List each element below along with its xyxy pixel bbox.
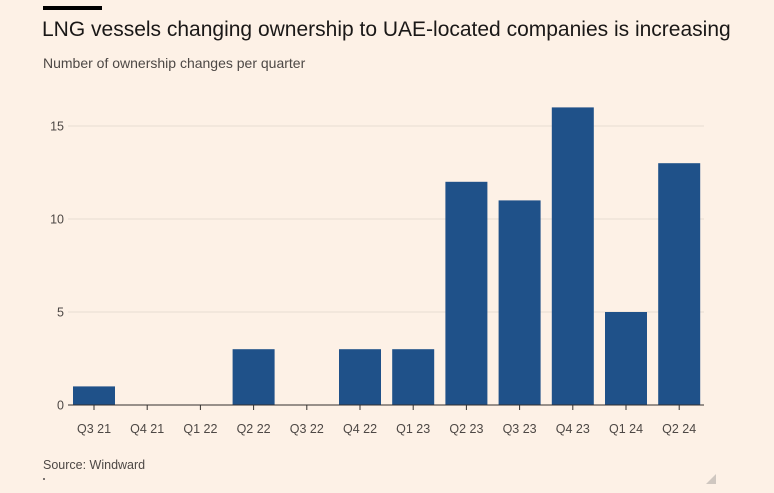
x-tick-label: Q1 22: [183, 422, 217, 436]
bar-q3-21: [73, 386, 115, 405]
x-tick-label: Q2 24: [662, 422, 696, 436]
chart-title: LNG vessels changing ownership to UAE-lo…: [42, 18, 731, 41]
x-tick-label: Q2 22: [237, 422, 271, 436]
bar-q2-22: [232, 349, 275, 405]
y-tick-label: 10: [50, 213, 64, 227]
x-tick-label: Q4 23: [556, 422, 590, 436]
source-note: Source: Windward: [43, 458, 146, 472]
bar-q2-23: [445, 181, 488, 405]
x-tick-label: Q3 22: [290, 422, 324, 436]
x-tick-label: Q4 21: [130, 422, 164, 436]
x-tick-label: Q3 21: [77, 422, 111, 436]
bar-q2-24: [658, 163, 701, 405]
bar-q1-23: [392, 349, 435, 405]
x-tick-label: Q4 22: [343, 422, 377, 436]
x-tick-label: Q1 23: [396, 422, 430, 436]
x-tick-label: Q1 24: [609, 422, 643, 436]
y-tick-label: 5: [57, 306, 64, 320]
source-marker: [43, 478, 45, 480]
bar-q4-22: [339, 349, 381, 405]
x-tick-label: Q2 23: [449, 422, 483, 436]
x-tick-label: Q3 23: [503, 422, 537, 436]
title-rule: [43, 6, 102, 10]
y-tick-label: 15: [50, 120, 64, 134]
bar-q1-24: [605, 312, 647, 405]
chart-subtitle: Number of ownership changes per quarter: [43, 55, 306, 71]
bar-q4-23: [551, 107, 594, 406]
resize-grip-icon[interactable]: [706, 474, 716, 484]
bar-q3-23: [498, 200, 541, 405]
y-tick-label: 0: [57, 399, 64, 413]
